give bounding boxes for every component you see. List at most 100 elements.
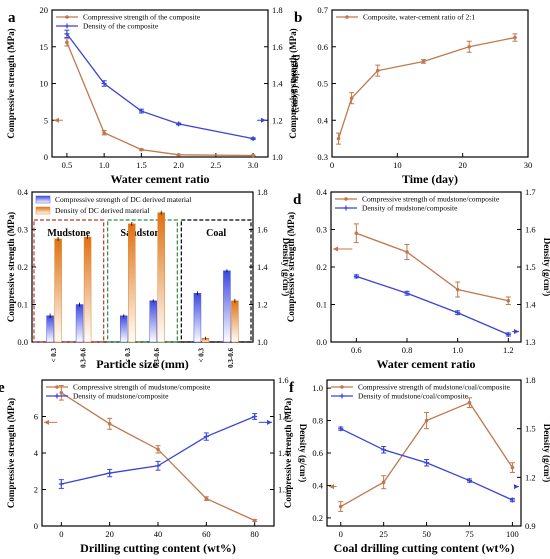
y-axis-label: Compressive strength (MPa) xyxy=(286,212,296,322)
x-tick-label: 1.0 xyxy=(452,345,463,355)
y2-tick-label: 1.3 xyxy=(525,337,536,347)
data-point xyxy=(338,504,343,509)
y-tick-label: 0.1 xyxy=(17,300,28,310)
y2-tick-label: 1.6 xyxy=(257,225,268,235)
legend-label: Density of DC derived material xyxy=(55,206,150,215)
panel-label: a xyxy=(8,10,16,26)
data-point xyxy=(466,478,472,484)
y2-tick-label: 1.5 xyxy=(525,262,536,272)
y2-tick-label: 1.0 xyxy=(272,152,283,162)
arrow-head xyxy=(267,419,272,425)
panel-label: f xyxy=(289,380,295,396)
y-tick-label: 2 xyxy=(34,485,38,495)
x-category-label: < 0.3 xyxy=(197,348,205,363)
x-axis-label: Water cement ratio xyxy=(110,172,209,186)
data-point xyxy=(251,153,255,158)
y-tick-label: 5 xyxy=(44,115,48,125)
legend-marker xyxy=(343,205,349,211)
series-line xyxy=(66,42,254,157)
y2-tick-label: 1.4 xyxy=(525,300,536,310)
x-tick-label: 0.8 xyxy=(402,345,413,355)
chart-panel-b: Time (day) Compressive strength (MPa) b 0 10… xyxy=(288,5,532,186)
legend-label: Compressive strength of mudstone/composi… xyxy=(73,383,211,392)
x-tick-label: 50 xyxy=(422,529,431,539)
legend-swatch xyxy=(35,206,51,215)
data-point xyxy=(349,96,354,100)
legend-swatch xyxy=(35,195,51,204)
legend-label: Compressive strength of mudstone/coal/co… xyxy=(358,383,511,392)
y-tick-label: 15 xyxy=(40,42,49,52)
y2-axis-label: Density (g/cm³) xyxy=(281,238,291,296)
x-tick-label: 2.0 xyxy=(173,160,184,170)
chart-panel-e: Drilling cutting content (wt%) Compressiv… xyxy=(0,375,308,555)
y-axis-label: Compressive strength (MPa) xyxy=(6,212,16,322)
x-category-label: < 0.3 xyxy=(124,348,132,363)
x-tick-label: 0 xyxy=(339,529,343,539)
y-tick-label: 0.0 xyxy=(316,337,327,347)
x-tick-label: 0 xyxy=(59,529,63,539)
x-tick-label: 0.6 xyxy=(351,345,362,355)
y2-axis-label: Density (g/cm³) xyxy=(298,424,308,482)
legend-marker xyxy=(65,15,69,19)
series-line xyxy=(337,36,516,139)
legend-marker xyxy=(54,393,60,399)
y-tick-label: 0.3 xyxy=(316,225,327,235)
panel-label: d xyxy=(293,192,302,208)
legend-label: Density of mudstone/composite xyxy=(73,392,169,401)
y2-tick-label: 1.2 xyxy=(272,115,283,125)
legend-label: Compressive strength of the composite xyxy=(83,13,201,22)
data-point xyxy=(101,81,107,86)
x-tick-label: 100 xyxy=(506,529,519,539)
legend-marker xyxy=(339,393,345,399)
x-tick-label: 30 xyxy=(524,160,533,170)
data-point xyxy=(336,136,341,141)
y2-tick-label: 1.0 xyxy=(257,337,268,347)
y-tick-label: 0.3 xyxy=(17,225,28,235)
strength-bar xyxy=(149,300,157,343)
legend-marker xyxy=(55,385,59,389)
y-tick-label: 0.4 xyxy=(312,480,323,490)
x-tick-label: 60 xyxy=(202,529,211,539)
data-point xyxy=(176,121,182,127)
data-point xyxy=(467,400,472,405)
data-point xyxy=(252,518,257,523)
density-bar xyxy=(83,236,92,343)
y2-tick-label: 0.9 xyxy=(525,521,536,531)
data-point xyxy=(381,447,387,453)
y-axis-label: Compressive strength (MPa) xyxy=(6,398,16,508)
series-line xyxy=(356,275,509,336)
y-tick-label: 0 xyxy=(44,152,48,162)
group-label: Mudstone xyxy=(47,228,90,239)
x-tick-label: 25 xyxy=(379,529,388,539)
data-point xyxy=(176,152,181,157)
x-tick-label: 2.5 xyxy=(211,160,222,170)
y-tick-label: 0.8 xyxy=(312,416,323,426)
data-point xyxy=(505,332,511,337)
x-category-label: < 0.3 xyxy=(50,348,58,363)
y-tick-label: 4 xyxy=(34,448,39,458)
series-line xyxy=(60,392,255,522)
y-axis-label: Compressive strength (MPa) xyxy=(288,28,298,138)
y2-tick-label: 1.8 xyxy=(525,375,536,385)
strength-bar xyxy=(75,304,84,343)
group-label: Sandstone xyxy=(121,228,165,239)
data-point xyxy=(65,40,69,45)
x-axis-label: Time (day) xyxy=(402,172,458,186)
legend-marker xyxy=(344,197,348,201)
strength-bar xyxy=(120,315,128,343)
y-tick-label: 0.2 xyxy=(17,262,28,272)
data-point xyxy=(506,298,511,303)
data-point xyxy=(138,108,144,114)
y-tick-label: 1.0 xyxy=(312,383,323,393)
x-axis-label: Coal drilling cutting content (wt%) xyxy=(334,541,515,555)
data-point xyxy=(250,136,256,142)
x-tick-label: 20 xyxy=(105,529,114,539)
data-point xyxy=(338,426,344,432)
chart-panel-d: Water cement ratio Compressive strength (… xyxy=(286,187,550,371)
y2-tick-label: 1.4 xyxy=(278,448,289,458)
panel-label: b xyxy=(294,10,302,26)
plot-frame xyxy=(331,9,529,158)
series-line xyxy=(66,33,254,140)
density-bar xyxy=(231,300,239,343)
